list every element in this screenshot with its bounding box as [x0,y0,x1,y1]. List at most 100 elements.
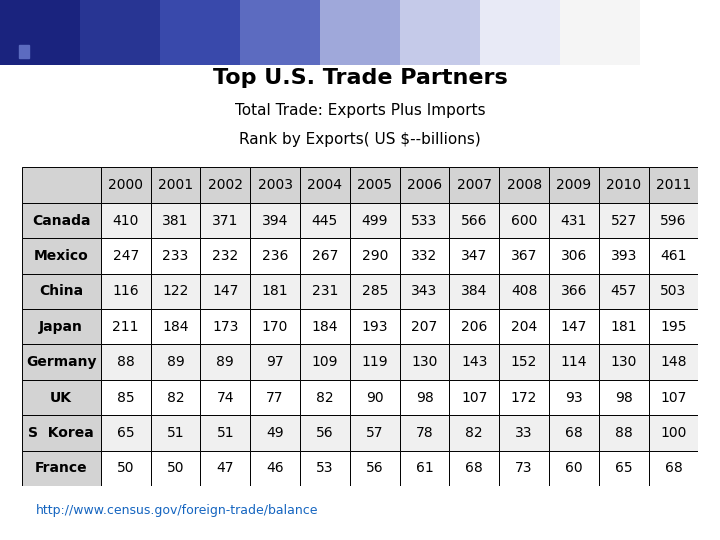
Text: Mexico: Mexico [34,249,89,263]
Bar [400,238,449,274]
Text: 2010: 2010 [606,178,642,192]
Bar [300,345,350,380]
Text: 88: 88 [117,355,135,369]
Bar [200,415,251,450]
Text: 130: 130 [411,355,438,369]
Bar [300,380,350,415]
Text: 53: 53 [316,461,333,475]
Bar [101,345,150,380]
Bar [200,450,251,486]
Bar [400,274,449,309]
Bar [599,238,649,274]
Bar [499,415,549,450]
Bar [101,274,150,309]
Bar [22,450,101,486]
Bar [0,36,17,58]
Text: 2000: 2000 [108,178,143,192]
Text: 89: 89 [166,355,184,369]
Bar [101,450,150,486]
Text: 90: 90 [366,390,384,404]
Bar [549,450,599,486]
Bar [400,203,449,238]
Bar [549,238,599,274]
Bar [251,203,300,238]
Bar [150,309,200,345]
Text: 2009: 2009 [557,178,591,192]
Text: 116: 116 [112,284,139,298]
Text: 51: 51 [167,426,184,440]
Text: 499: 499 [361,213,388,227]
Text: 130: 130 [611,355,637,369]
Bar [649,309,698,345]
Text: Japan: Japan [40,320,83,334]
Text: 181: 181 [611,320,637,334]
Bar [150,450,200,486]
Text: 2011: 2011 [656,178,691,192]
Bar [22,380,101,415]
Bar [400,0,480,65]
Text: http://www.census.gov/foreign-trade/balance: http://www.census.gov/foreign-trade/bala… [36,504,318,517]
Bar [499,345,549,380]
Text: 61: 61 [415,461,433,475]
Bar [549,415,599,450]
Bar [649,167,698,203]
Text: 78: 78 [415,426,433,440]
Bar [150,238,200,274]
Text: 408: 408 [511,284,537,298]
Text: 107: 107 [461,390,487,404]
Text: 147: 147 [561,320,587,334]
Text: 68: 68 [565,426,582,440]
Bar [649,274,698,309]
Bar [200,345,251,380]
Text: 366: 366 [561,284,587,298]
Text: 343: 343 [411,284,438,298]
Bar [200,380,251,415]
Bar [80,0,160,65]
Bar [649,345,698,380]
Bar [22,274,101,309]
Bar [150,274,200,309]
Bar [499,450,549,486]
Bar [200,203,251,238]
Bar [649,238,698,274]
Text: 50: 50 [167,461,184,475]
Bar [350,345,400,380]
Text: 82: 82 [316,390,334,404]
Text: 285: 285 [361,284,388,298]
Text: 2004: 2004 [307,178,343,192]
Text: 211: 211 [112,320,139,334]
Bar [101,203,150,238]
Bar [449,415,499,450]
Bar [320,0,400,65]
Text: 51: 51 [217,426,234,440]
Text: 332: 332 [411,249,438,263]
Bar [549,309,599,345]
Bar [251,450,300,486]
Text: Total Trade: Exports Plus Imports: Total Trade: Exports Plus Imports [235,103,485,118]
Bar [300,238,350,274]
Text: 33: 33 [516,426,533,440]
Bar [649,450,698,486]
Bar [350,167,400,203]
Text: 122: 122 [162,284,189,298]
Bar [449,274,499,309]
Text: 232: 232 [212,249,238,263]
Text: 85: 85 [117,390,135,404]
Text: 445: 445 [312,213,338,227]
Text: 73: 73 [516,461,533,475]
Bar [22,415,101,450]
Text: 148: 148 [660,355,687,369]
Text: 56: 56 [316,426,334,440]
Text: 503: 503 [660,284,687,298]
Bar [549,203,599,238]
Bar [150,167,200,203]
Bar [549,167,599,203]
Bar [599,274,649,309]
Bar [200,274,251,309]
Bar [350,450,400,486]
Text: 2005: 2005 [357,178,392,192]
Text: 195: 195 [660,320,687,334]
Text: 60: 60 [565,461,582,475]
Text: 566: 566 [461,213,487,227]
Bar [449,309,499,345]
